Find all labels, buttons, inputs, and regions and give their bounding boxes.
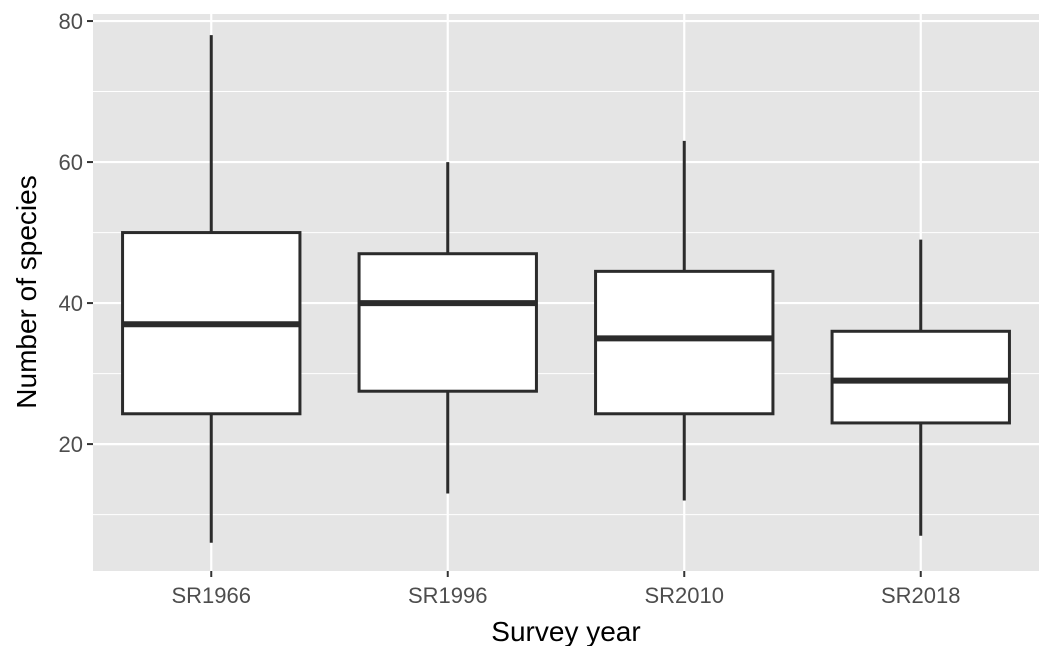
y-axis: 20 40 60 80 (59, 9, 93, 457)
boxes-layer (121, 35, 1011, 543)
x-tick-label: SR2018 (881, 583, 961, 608)
x-tick-label: SR2010 (644, 583, 724, 608)
box-iqr (357, 252, 538, 393)
y-tick-label: 60 (59, 150, 83, 175)
y-axis-title: Number of species (11, 175, 42, 408)
x-axis: SR1966 SR1996 SR2010 SR2018 (171, 571, 961, 608)
box-sr2010 (594, 140, 775, 501)
y-tick-label: 80 (59, 9, 83, 34)
box-sr1996 (357, 162, 538, 494)
y-tick-label: 20 (59, 432, 83, 457)
x-axis-title: Survey year (491, 616, 640, 646)
x-tick-label: SR1996 (408, 583, 488, 608)
box-sr1966 (121, 35, 302, 543)
box-iqr (830, 329, 1011, 425)
x-tick-label: SR1966 (171, 583, 251, 608)
box-iqr (594, 269, 775, 416)
y-tick-label: 40 (59, 291, 83, 316)
box-sr2018 (830, 239, 1011, 536)
